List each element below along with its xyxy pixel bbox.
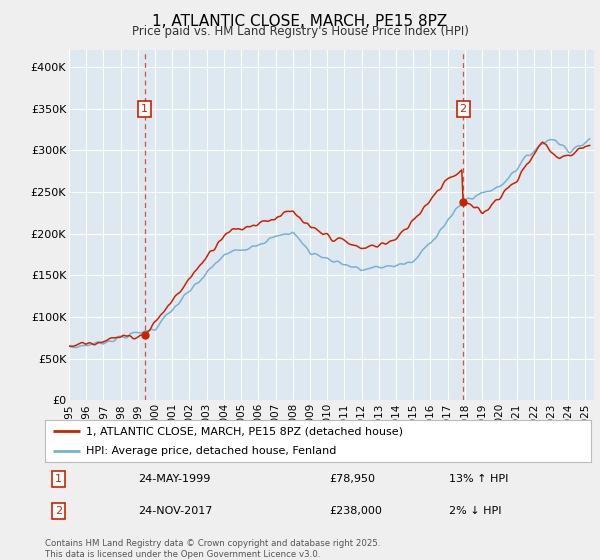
Text: 1, ATLANTIC CLOSE, MARCH, PE15 8PZ: 1, ATLANTIC CLOSE, MARCH, PE15 8PZ (152, 14, 448, 29)
Text: 2% ↓ HPI: 2% ↓ HPI (449, 506, 502, 516)
Text: 2: 2 (55, 506, 62, 516)
Text: 24-NOV-2017: 24-NOV-2017 (138, 506, 212, 516)
Text: £78,950: £78,950 (329, 474, 375, 484)
Text: 1: 1 (141, 104, 148, 114)
Text: HPI: Average price, detached house, Fenland: HPI: Average price, detached house, Fenl… (86, 446, 337, 456)
Text: Contains HM Land Registry data © Crown copyright and database right 2025.
This d: Contains HM Land Registry data © Crown c… (45, 539, 380, 559)
Text: 1: 1 (55, 474, 62, 484)
Text: £238,000: £238,000 (329, 506, 382, 516)
Text: 2: 2 (460, 104, 467, 114)
Text: Price paid vs. HM Land Registry's House Price Index (HPI): Price paid vs. HM Land Registry's House … (131, 25, 469, 38)
Text: 24-MAY-1999: 24-MAY-1999 (138, 474, 210, 484)
Text: 13% ↑ HPI: 13% ↑ HPI (449, 474, 508, 484)
Text: 1, ATLANTIC CLOSE, MARCH, PE15 8PZ (detached house): 1, ATLANTIC CLOSE, MARCH, PE15 8PZ (deta… (86, 426, 403, 436)
